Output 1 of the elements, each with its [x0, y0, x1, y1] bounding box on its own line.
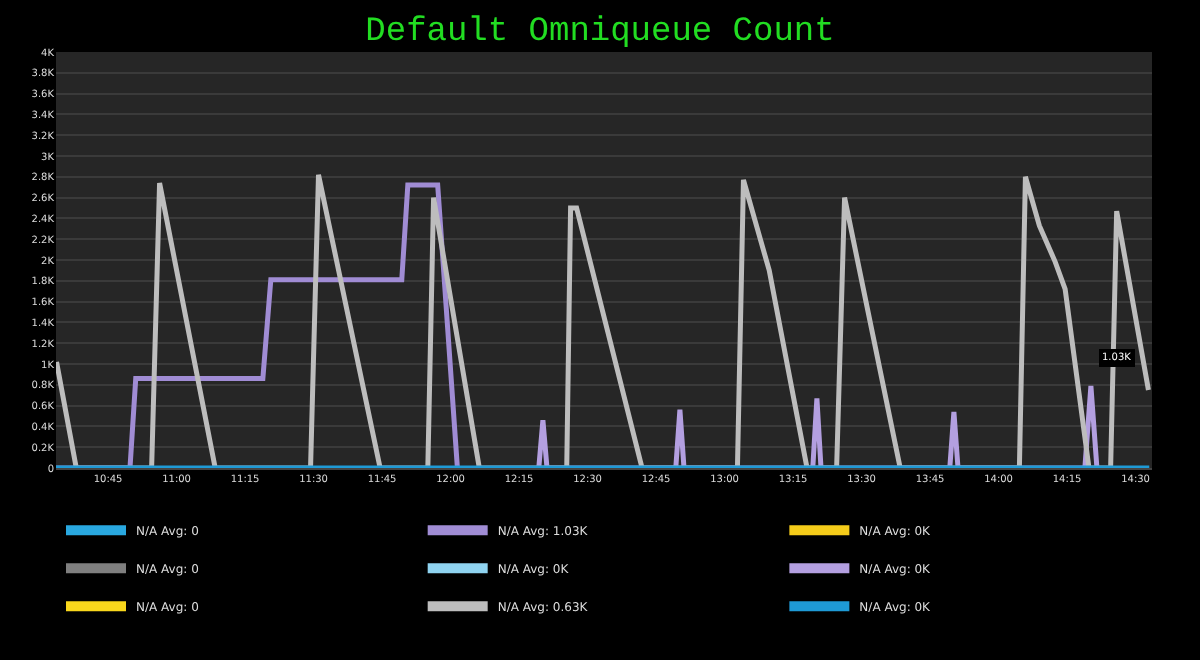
chart-title: Default Omniqueue Count	[365, 14, 835, 53]
